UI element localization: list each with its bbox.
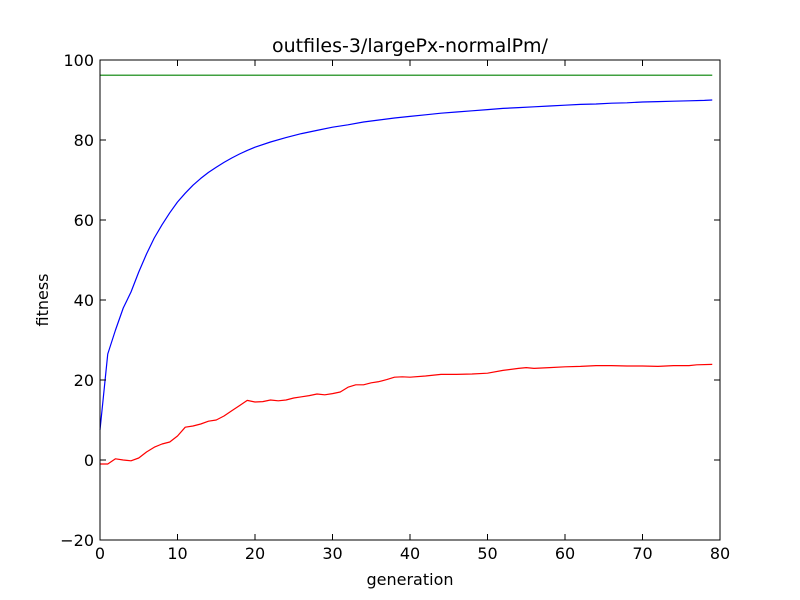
x-tick-label: 40 <box>400 544 420 563</box>
x-tick-label: 30 <box>322 544 342 563</box>
plot-frame <box>99 59 721 541</box>
x-tick-label: 0 <box>95 544 105 563</box>
x-tick-label: 20 <box>245 544 265 563</box>
chart-title: outfiles-3/largePx-normalPm/ <box>272 35 549 57</box>
y-tick-label: 20 <box>74 371 94 390</box>
mean-fitness-series-line <box>99 99 713 431</box>
x-tick-label: 50 <box>477 544 497 563</box>
y-axis-label: fitness <box>33 273 52 326</box>
y-tick-label: 0 <box>84 451 94 470</box>
y-tick-label: 40 <box>74 291 94 310</box>
x-tick-label: 70 <box>632 544 652 563</box>
y-tick-label: 80 <box>74 131 94 150</box>
y-tick-label: 60 <box>74 211 94 230</box>
min-fitness-series-line <box>100 363 713 465</box>
y-tick-label: −20 <box>60 531 94 550</box>
x-tick-label: 80 <box>710 544 730 563</box>
x-tick-label: 60 <box>555 544 575 563</box>
x-axis-label: generation <box>366 570 453 589</box>
series-layer <box>99 74 713 465</box>
x-tick-label: 10 <box>167 544 187 563</box>
y-tick-label: 100 <box>63 51 94 70</box>
